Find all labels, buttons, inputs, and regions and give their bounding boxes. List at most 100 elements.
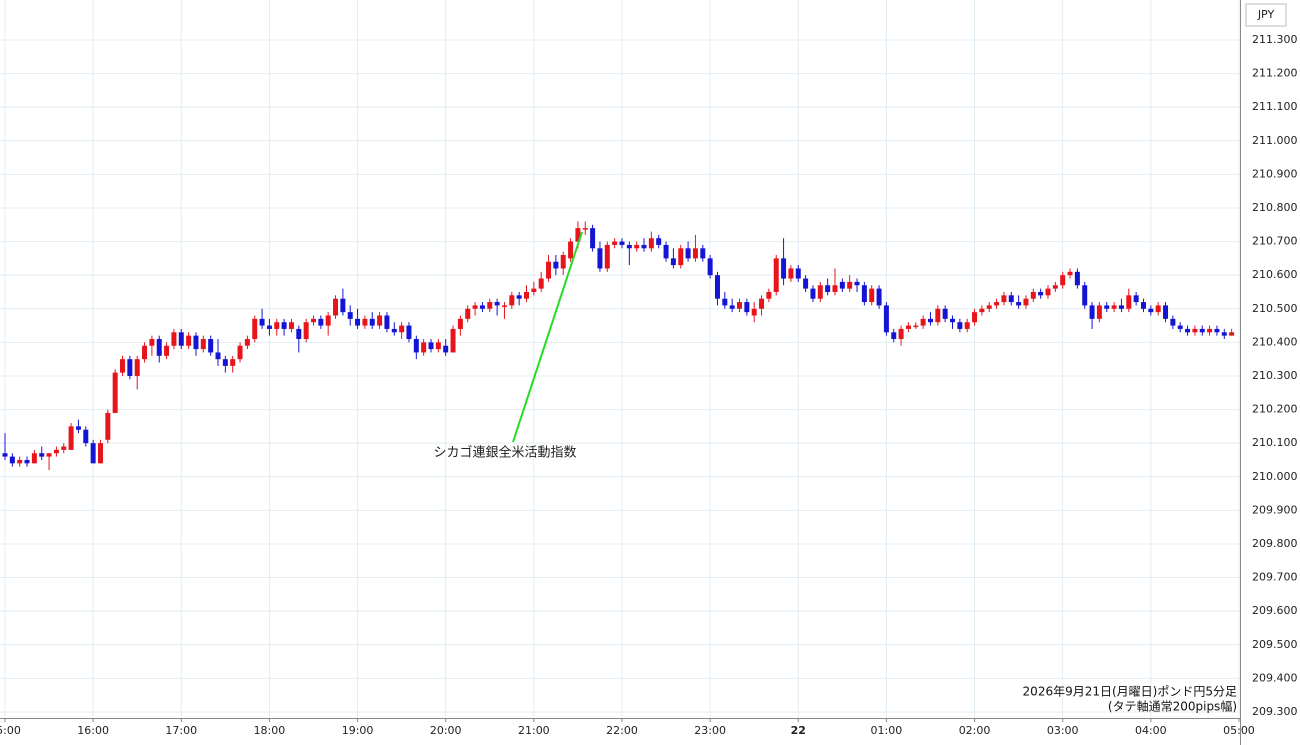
candle-body <box>560 255 566 269</box>
candle-body <box>979 308 985 313</box>
candle-body <box>538 278 544 289</box>
candle-body <box>1118 305 1124 309</box>
y-tick-label: 209.700 <box>1252 571 1298 584</box>
x-tick-label: 05:00 <box>1223 724 1255 737</box>
candle-body <box>1045 288 1051 296</box>
candle-body <box>435 342 441 350</box>
y-tick-label: 210.800 <box>1252 201 1298 214</box>
candle-body <box>751 308 757 316</box>
x-tick-label: 02:00 <box>959 724 991 737</box>
y-tick-label: 209.900 <box>1252 503 1298 516</box>
candle-body <box>1038 291 1044 296</box>
x-tick-label: 16:00 <box>77 724 109 737</box>
y-tick-label: 210.500 <box>1252 302 1298 315</box>
candle-body <box>472 305 478 309</box>
candle-body <box>450 328 456 353</box>
candle-body <box>487 302 493 309</box>
candle-body <box>1155 305 1161 313</box>
candle-body <box>274 322 280 329</box>
candle-body <box>377 315 383 326</box>
x-tick-label: 03:00 <box>1047 724 1079 737</box>
y-tick-label: 210.200 <box>1252 403 1298 416</box>
candle-body <box>53 449 59 454</box>
candle-body <box>795 268 801 279</box>
x-tick-label: 04:00 <box>1135 724 1167 737</box>
candle-body <box>164 345 170 356</box>
y-tick-label: 210.400 <box>1252 335 1298 348</box>
candle-body <box>707 258 713 276</box>
candle-body <box>1104 305 1110 309</box>
candle-body <box>656 238 662 245</box>
candle-body <box>737 302 743 309</box>
candle-body <box>612 241 618 245</box>
y-tick-label: 211.200 <box>1252 67 1298 80</box>
candle-body <box>1221 332 1227 336</box>
candle-body <box>1089 305 1095 319</box>
candle-body <box>421 342 427 353</box>
candle-body <box>1148 308 1154 313</box>
candle-body <box>986 305 992 309</box>
candle-body <box>523 291 529 299</box>
candle-body <box>17 459 23 464</box>
grid <box>0 0 1240 718</box>
candle-body <box>670 258 676 266</box>
y-tick-label: 210.700 <box>1252 235 1298 248</box>
candle-body <box>817 285 823 299</box>
candle-body <box>24 459 30 464</box>
candle-body <box>479 305 485 309</box>
candle-body <box>156 339 162 356</box>
candle-body <box>281 322 287 329</box>
candle-body <box>766 291 772 299</box>
candle-body <box>891 332 897 340</box>
candle-body <box>406 325 412 340</box>
y-tick-label: 210.100 <box>1252 436 1298 449</box>
caption: (タテ軸通常200pips幅) <box>1108 699 1237 714</box>
candle-body <box>942 308 948 319</box>
candle-body <box>457 318 463 329</box>
candle-body <box>509 295 515 306</box>
candle-body <box>582 228 588 230</box>
candles <box>2 221 1235 471</box>
y-tick-label: 211.300 <box>1252 33 1298 46</box>
candle-body <box>230 359 236 366</box>
candle-body <box>1030 291 1036 299</box>
candle-body <box>1140 302 1146 309</box>
candle-body <box>193 335 199 350</box>
annotation-line <box>512 231 583 443</box>
candle-body <box>648 238 654 249</box>
candle-body <box>9 456 15 464</box>
candle-body <box>722 298 728 306</box>
y-tick-label: 210.300 <box>1252 369 1298 382</box>
y-tick-label: 211.100 <box>1252 100 1298 113</box>
candle-body <box>1207 328 1213 333</box>
candle-body <box>964 322 970 329</box>
candle-body <box>1111 305 1117 309</box>
candle-body <box>501 305 507 307</box>
candle-body <box>391 328 397 333</box>
candle-body <box>825 285 831 292</box>
candle-body <box>46 453 52 457</box>
candle-body <box>1214 328 1220 333</box>
x-tick-label: 22 <box>791 724 806 737</box>
candle-body <box>839 281 845 289</box>
x-tick-label: 17:00 <box>165 724 197 737</box>
x-tick-label: 15:00 <box>0 724 21 737</box>
candle-body <box>590 228 596 249</box>
unit-box <box>1245 3 1287 27</box>
candle-body <box>1023 298 1029 306</box>
candle-body <box>186 335 192 346</box>
candle-body <box>678 248 684 266</box>
annotation: シカゴ連銀全米活動指数 <box>433 445 576 461</box>
candle-body <box>222 359 228 366</box>
candle-body <box>215 352 221 360</box>
candle-body <box>898 328 904 340</box>
candle-body <box>333 298 339 316</box>
candle-body <box>1192 328 1198 333</box>
candle-body <box>97 443 103 464</box>
candle-body <box>634 244 640 249</box>
candle-body <box>75 426 81 430</box>
candle-body <box>883 305 889 333</box>
